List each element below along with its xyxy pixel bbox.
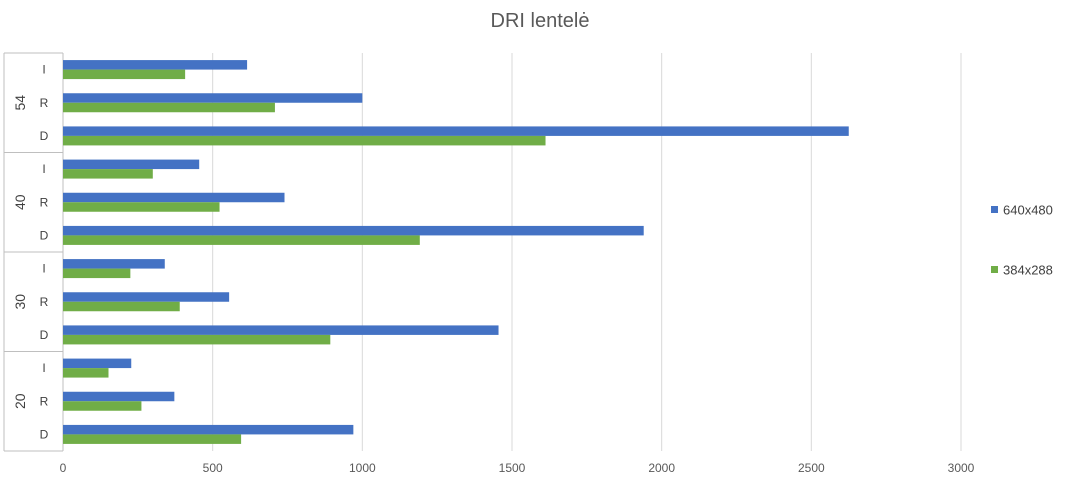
bar-384x288 [63, 169, 153, 179]
chart-title: DRI lentelė [491, 10, 590, 32]
bar-640x480 [63, 325, 499, 335]
category-label: D [40, 328, 49, 342]
category-label: D [40, 228, 49, 242]
x-tick-label: 2500 [798, 461, 825, 475]
bar-384x288 [63, 268, 131, 279]
category-label: R [40, 295, 49, 309]
category-label: D [40, 129, 49, 143]
legend-swatch [991, 266, 998, 273]
bar-640x480 [63, 192, 285, 203]
group-label: 54 [12, 95, 28, 111]
legend-label: 640x480 [1003, 203, 1053, 218]
bar-640x480 [63, 259, 165, 269]
bar-384x288 [63, 401, 142, 411]
legend: 640x480 384x288 [991, 203, 1053, 278]
bar-640x480 [63, 424, 354, 435]
bar-640x480 [63, 292, 230, 302]
bar-640x480 [63, 159, 200, 170]
category-label: I [42, 361, 45, 375]
x-tick-label: 1000 [349, 461, 376, 475]
bar-640x480 [63, 60, 248, 70]
bar-640x480 [63, 225, 644, 236]
bar-384x288 [63, 368, 109, 378]
bar-640x480 [63, 391, 175, 402]
x-tick-label: 3000 [948, 461, 975, 475]
legend-label: 384x288 [1003, 263, 1053, 278]
category-label: I [42, 162, 45, 176]
category-label: R [40, 96, 49, 110]
bars [63, 60, 849, 444]
bar-640x480 [63, 358, 132, 369]
category-label: D [40, 427, 49, 441]
bar-384x288 [63, 235, 420, 245]
bar-384x288 [63, 202, 220, 212]
x-tick-label: 1500 [499, 461, 526, 475]
category-label: R [40, 394, 49, 408]
bar-640x480 [63, 93, 363, 103]
x-tick-label: 2000 [648, 461, 675, 475]
bar-384x288 [63, 135, 546, 146]
gridlines [212, 53, 962, 451]
bar-384x288 [63, 434, 242, 444]
group-label: 30 [12, 294, 28, 310]
bar-384x288 [63, 102, 275, 113]
x-axis-ticks: 0 500 1000 1500 2000 2500 3000 [60, 461, 975, 475]
category-label: I [42, 262, 45, 276]
bar-384x288 [63, 301, 180, 312]
legend-swatch [991, 206, 998, 213]
group-label: 20 [12, 393, 28, 409]
x-tick-label: 500 [203, 461, 223, 475]
category-label: I [42, 63, 45, 77]
category-axis: 54 I R D 40 I R D 30 I R D 20 I R D [3, 52, 64, 452]
category-label: R [40, 195, 49, 209]
bar-384x288 [63, 69, 186, 80]
group-label: 40 [12, 194, 28, 210]
bar-384x288 [63, 334, 331, 345]
x-tick-label: 0 [60, 461, 67, 475]
bar-640x480 [63, 126, 849, 136]
